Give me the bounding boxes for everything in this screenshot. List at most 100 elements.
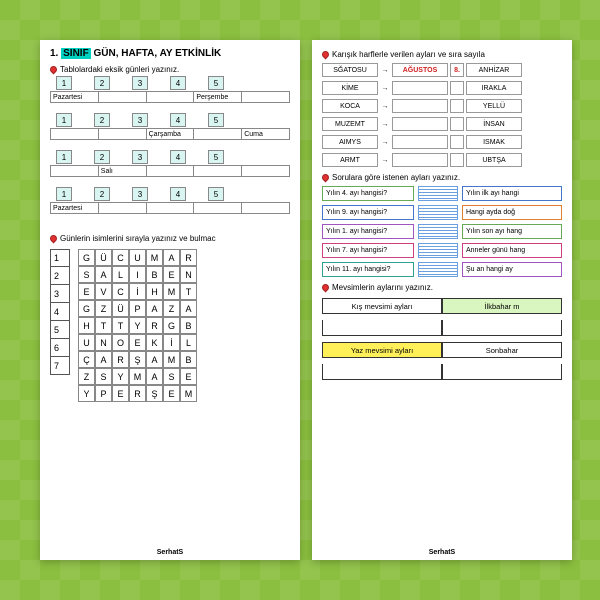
day-cell[interactable]: Salı [98, 165, 146, 177]
number-box: 2 [94, 113, 110, 127]
grid-cell: G [78, 300, 95, 317]
day-cell[interactable] [98, 91, 146, 103]
scramble-answer[interactable]: AĞUSTOS [392, 63, 448, 77]
arrow-icon: → [380, 103, 390, 110]
number-box: 1 [56, 76, 72, 90]
scramble-hint: İNSAN [466, 117, 522, 131]
grid-cell: P [129, 300, 146, 317]
day-cell[interactable]: Cuma [241, 128, 290, 140]
question-left: Yılın 4. ayı hangisi? [322, 186, 414, 201]
day-cell[interactable]: Pazartesi [50, 91, 98, 103]
day-cell[interactable] [98, 128, 146, 140]
grid-cell: E [129, 334, 146, 351]
day-cell[interactable] [241, 91, 290, 103]
order-box[interactable] [450, 99, 464, 113]
answer-lines[interactable] [418, 205, 458, 220]
grid-cell: M [180, 385, 197, 402]
order-box[interactable] [450, 135, 464, 149]
grid-cell: A [95, 351, 112, 368]
grid-cell: T [112, 317, 129, 334]
day-cell[interactable] [146, 165, 194, 177]
grid-cell: T [180, 283, 197, 300]
grid-cell: U [78, 334, 95, 351]
grid-cell: A [180, 300, 197, 317]
day-cell[interactable] [50, 165, 98, 177]
season-row-1: Kış mevsimi aylarıİlkbahar m [322, 298, 562, 314]
question-right: Hangi ayda doğ [462, 205, 562, 220]
grid-cell: C [112, 249, 129, 266]
list-number: 2 [50, 267, 70, 285]
day-cell[interactable] [146, 202, 194, 214]
letter-grid: GÜCUMARSALIBENEVCİHMTGZÜPAZAHTTYRGBUNOEK… [78, 249, 197, 402]
list-number: 1 [50, 249, 70, 267]
grid-cell: K [146, 334, 163, 351]
answer-lines[interactable] [418, 186, 458, 201]
order-box[interactable] [450, 81, 464, 95]
number-box: 2 [94, 76, 110, 90]
grid-cell: Y [129, 317, 146, 334]
scramble-answer[interactable] [392, 99, 448, 113]
day-cell[interactable]: Çarşamba [146, 128, 194, 140]
list-number: 7 [50, 357, 70, 375]
grid-cell: E [163, 266, 180, 283]
question-right: Yılın ilk ayı hangi [462, 186, 562, 201]
season-row-2: Yaz mevsimi aylarıSonbahar [322, 342, 562, 358]
section-1-text: Tablolardaki eksik günleri yazınız. [60, 65, 179, 74]
order-box[interactable] [450, 153, 464, 167]
grid-cell: M [146, 249, 163, 266]
number-box: 3 [132, 76, 148, 90]
day-cell[interactable] [241, 165, 290, 177]
order-box[interactable] [450, 117, 464, 131]
day-cell[interactable] [98, 202, 146, 214]
grid-cell: P [95, 385, 112, 402]
day-cell[interactable] [146, 91, 194, 103]
section-r3-text: Mevsimlerin aylarını yazınız. [332, 283, 433, 292]
pin-icon [49, 65, 59, 75]
footer: SerhatS [312, 549, 572, 556]
day-tables: 12345PazartesiPerşembe12345ÇarşambaCuma1… [40, 76, 300, 224]
grid-cell: S [78, 266, 95, 283]
grid-cell: Y [112, 368, 129, 385]
scramble-table: SĞATOSU→AĞUSTOS8.ANHİZARKİME→IRAKLAKOCA→… [322, 63, 562, 167]
season-header: Yaz mevsimi ayları [322, 342, 442, 358]
scramble-answer[interactable] [392, 117, 448, 131]
grid-cell: A [95, 266, 112, 283]
scramble-source: ARMT [322, 153, 378, 167]
season-fill-2 [322, 364, 562, 380]
question-right: Anneler günü hang [462, 243, 562, 258]
day-cell[interactable] [50, 128, 98, 140]
grid-cell: E [163, 385, 180, 402]
day-cell[interactable] [241, 202, 290, 214]
order-box[interactable]: 8. [450, 63, 464, 77]
list-number: 4 [50, 303, 70, 321]
scramble-answer[interactable] [392, 81, 448, 95]
day-cell[interactable]: Pazartesi [50, 202, 98, 214]
grid-cell: M [163, 351, 180, 368]
number-box: 1 [56, 187, 72, 201]
scramble-answer[interactable] [392, 135, 448, 149]
section-r2-heading: Sorulara göre istenen ayları yazınız. [322, 173, 562, 182]
section-2-text: Günlerin isimlerini sırayla yazınız ve b… [60, 234, 216, 243]
grid-cell: B [146, 266, 163, 283]
answer-lines[interactable] [418, 243, 458, 258]
worksheet-page-2: Karışık harflerle verilen ayları ve sıra… [312, 40, 572, 560]
scramble-answer[interactable] [392, 153, 448, 167]
number-box: 5 [208, 187, 224, 201]
day-cell[interactable]: Perşembe [193, 91, 241, 103]
grid-cell: A [146, 351, 163, 368]
day-cell[interactable] [193, 128, 241, 140]
question-row: Yılın 4. ayı hangisi? Yılın ilk ayı hangi [322, 186, 562, 201]
grid-cell: O [112, 334, 129, 351]
day-cell[interactable] [193, 165, 241, 177]
scramble-source: KİME [322, 81, 378, 95]
answer-lines[interactable] [418, 262, 458, 277]
day-cell[interactable] [193, 202, 241, 214]
scramble-source: MUZEMT [322, 117, 378, 131]
section-1-heading: Tablolardaki eksik günleri yazınız. [50, 65, 290, 74]
grid-cell: A [146, 300, 163, 317]
wordsearch-area: 1234567 GÜCUMARSALIBENEVCİHMTGZÜPAZAHTTY… [50, 249, 290, 402]
grid-cell: Ü [112, 300, 129, 317]
grid-cell: M [163, 283, 180, 300]
answer-lines[interactable] [418, 224, 458, 239]
grid-cell: S [95, 368, 112, 385]
